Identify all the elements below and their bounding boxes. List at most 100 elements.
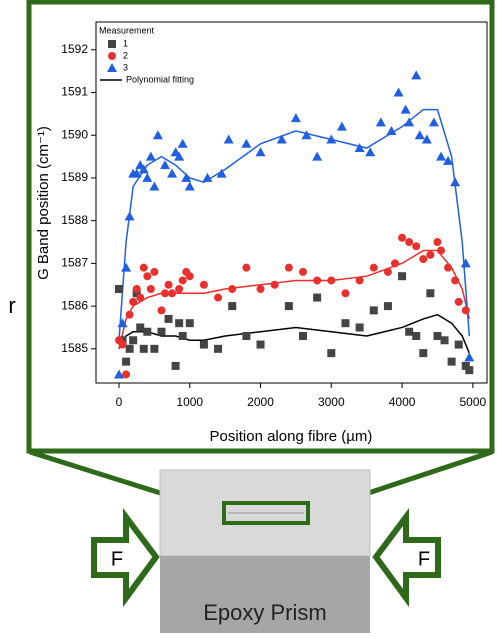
data-point	[443, 155, 454, 165]
data-point	[450, 177, 461, 187]
data-point	[117, 318, 128, 328]
data-point	[139, 344, 148, 353]
x-tick-label: 5000	[459, 395, 486, 409]
data-point	[355, 323, 364, 332]
data-point	[419, 349, 428, 358]
data-point	[412, 332, 421, 341]
legend-label: 3	[123, 62, 128, 72]
data-point	[284, 302, 293, 311]
data-point	[132, 285, 141, 294]
x-tick-label: 0	[116, 395, 123, 409]
data-point	[327, 349, 336, 358]
data-point	[185, 272, 194, 281]
data-point	[386, 125, 397, 135]
prism-bottom	[160, 556, 370, 633]
side-text: r	[8, 293, 15, 318]
force-arrow	[372, 508, 441, 608]
data-point	[440, 336, 449, 345]
data-point	[461, 306, 470, 315]
data-point	[167, 168, 178, 178]
data-point	[454, 297, 463, 306]
data-point	[164, 280, 173, 289]
data-point	[447, 357, 456, 366]
data-point	[118, 340, 127, 349]
x-tick-label: 1000	[176, 395, 203, 409]
data-point	[301, 130, 312, 140]
legend-marker	[108, 40, 116, 48]
data-point	[164, 314, 173, 323]
x-tick-label: 2000	[247, 395, 274, 409]
data-point	[436, 151, 446, 161]
data-point	[242, 332, 251, 341]
data-point	[142, 172, 153, 182]
data-point	[161, 289, 169, 298]
data-point	[391, 259, 399, 268]
data-point	[121, 262, 132, 272]
data-point	[454, 340, 463, 349]
data-point	[461, 361, 470, 370]
data-point	[125, 310, 134, 319]
data-point	[202, 172, 213, 182]
data-point	[177, 138, 188, 148]
y-tick-label: 1592	[61, 42, 88, 56]
data-point	[115, 285, 123, 294]
data-point	[426, 250, 435, 259]
legend-label: 2	[123, 50, 128, 60]
data-point	[143, 327, 152, 336]
data-point	[383, 302, 392, 311]
data-point	[241, 138, 252, 148]
y-tick-label: 1591	[61, 85, 88, 99]
data-point	[398, 272, 407, 281]
data-point	[290, 113, 301, 123]
data-point	[145, 151, 156, 161]
data-point	[152, 130, 163, 140]
prism-label: Epoxy Prism	[203, 600, 326, 625]
data-point	[336, 121, 347, 131]
y-tick-label: 1585	[61, 341, 88, 355]
data-point	[228, 285, 237, 294]
data-point	[256, 285, 265, 294]
data-point	[414, 130, 425, 140]
data-point	[157, 327, 166, 336]
y-tick-label: 1590	[61, 127, 88, 141]
x-tick-label: 4000	[389, 395, 416, 409]
data-point	[465, 366, 474, 375]
data-point	[270, 280, 279, 289]
data-point	[136, 293, 145, 302]
zoom-box	[222, 501, 310, 525]
data-point	[178, 276, 187, 285]
data-point	[199, 280, 208, 289]
data-point	[122, 370, 131, 379]
data-point	[284, 263, 293, 272]
data-point	[125, 344, 134, 353]
data-point	[433, 238, 442, 247]
data-point	[178, 332, 187, 341]
data-point	[139, 263, 148, 272]
data-point	[175, 319, 184, 328]
data-point	[181, 172, 192, 182]
y-tick-label: 1587	[61, 256, 88, 270]
x-axis-label: Position along fibre (µm)	[210, 428, 373, 445]
data-point	[276, 134, 287, 144]
data-point	[214, 344, 223, 353]
data-point	[313, 293, 322, 302]
data-point	[426, 289, 435, 298]
data-point	[341, 319, 350, 328]
data-point	[312, 151, 323, 161]
data-point	[354, 143, 365, 153]
data-point	[404, 117, 415, 127]
data-point	[428, 117, 439, 127]
data-point	[341, 289, 350, 298]
y-tick-label: 1589	[61, 170, 88, 184]
data-point	[160, 160, 170, 170]
y-tick-label: 1586	[61, 298, 88, 312]
data-point	[299, 267, 307, 276]
force-label: F	[418, 548, 430, 570]
data-point	[383, 267, 392, 276]
data-point	[184, 181, 195, 191]
fit-line	[118, 108, 471, 341]
data-point	[411, 70, 422, 80]
data-point	[228, 302, 237, 311]
data-point	[136, 323, 145, 332]
